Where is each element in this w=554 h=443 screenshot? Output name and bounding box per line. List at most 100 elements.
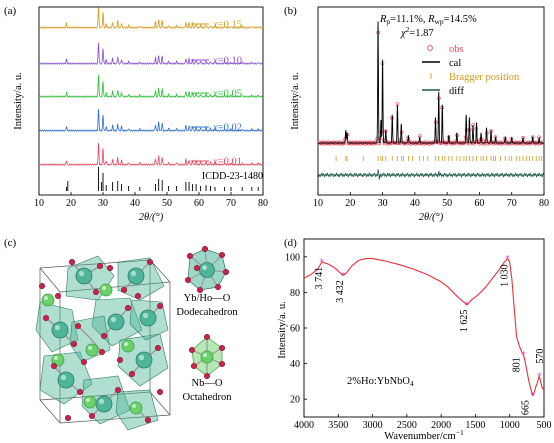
atom-highlight xyxy=(138,354,145,361)
oxygen-atom xyxy=(222,268,230,276)
oxygen-atom xyxy=(88,412,96,420)
diff-line xyxy=(317,169,545,180)
crystal-structure xyxy=(35,255,171,431)
atom-highlight xyxy=(142,312,149,319)
oxygen-atom xyxy=(156,302,164,310)
oxygen-atom xyxy=(188,346,196,354)
yb-ho-atom xyxy=(51,321,69,339)
panel-a: (a) 10 20 30 40 50 60 70 80 x=0.01 x=0.02 x=0.05 x=… xyxy=(4,5,268,223)
peak-label: 3 741 xyxy=(314,267,325,290)
unit-cell-edge xyxy=(39,267,61,293)
atom-highlight xyxy=(86,398,90,402)
series-legend-label: x=0.05 xyxy=(212,89,242,100)
legend-obs-marker xyxy=(427,45,433,51)
unit-cell-edge xyxy=(149,259,171,283)
dodecahedron-label-1: Yb/Ho—O xyxy=(184,293,231,304)
unit-cell-edge xyxy=(59,414,171,424)
nb-atom xyxy=(83,395,97,409)
oxygen-atom xyxy=(54,292,62,300)
atom-highlight xyxy=(203,353,207,357)
x-tick-label: 40 xyxy=(130,198,140,209)
oxygen-atom xyxy=(203,372,211,380)
atom-highlight xyxy=(60,374,67,381)
yb-ho-atom xyxy=(75,267,93,285)
oxygen-atom xyxy=(124,304,132,312)
panel-a-reference-label: ICDD-23-1480 xyxy=(202,171,263,182)
peak-label: 1 625 xyxy=(459,310,470,333)
peak-star-marker: * xyxy=(537,372,542,382)
unit-cell-edge xyxy=(149,391,171,416)
oxygen-atom xyxy=(203,333,211,341)
atom-highlight xyxy=(78,270,85,277)
oxygen-atom xyxy=(196,286,204,294)
oxygen-atom xyxy=(186,252,194,260)
oxygen-atom xyxy=(38,282,46,290)
legend-obs-label: obs xyxy=(449,44,464,55)
peak-label: 3 432 xyxy=(335,280,346,303)
oxygen-atom xyxy=(146,258,154,266)
peak-star-marker: * xyxy=(521,351,526,361)
x-tick-label: 3000 xyxy=(363,420,383,431)
xrd-series-line xyxy=(38,7,264,29)
oxygen-atom xyxy=(70,340,78,348)
peak-label: 665 xyxy=(521,400,532,415)
x-tick-label: 60 xyxy=(474,198,484,209)
atom-highlight xyxy=(132,404,136,408)
yb-ho-atom xyxy=(57,371,75,389)
panel-c-label: (c) xyxy=(4,237,17,249)
panel-d-xlabel: Wavenumber/cm−1 xyxy=(384,428,464,442)
panel-b-fit-stats: Rp=11.1%, Rwp=14.5% xyxy=(379,14,477,26)
unit-cell-edge xyxy=(39,259,151,269)
bond xyxy=(89,337,103,353)
x-tick-label: 30 xyxy=(378,198,388,209)
oxygen-atom xyxy=(76,388,84,396)
oxygen-atom xyxy=(218,344,226,352)
oxygen-atom xyxy=(218,251,226,259)
yb-ho-atom xyxy=(135,351,153,369)
series-legend-label: x=0.01 xyxy=(212,157,242,168)
atom-highlight xyxy=(202,265,208,270)
peak-star-marker: * xyxy=(341,271,346,281)
oxygen-atom xyxy=(92,288,100,296)
xrd-series-line xyxy=(38,108,264,132)
obs-point xyxy=(435,140,439,145)
oxygen-atom xyxy=(100,332,108,340)
y-tick-label: 80 xyxy=(290,288,300,299)
oxygen-atom xyxy=(144,416,152,424)
panel-d: (d) 4000 3500 3000 2500 2000 1500 1000 500 20 40 6… xyxy=(277,237,552,442)
x-tick-label: 30 xyxy=(98,198,108,209)
yb-ho-atom xyxy=(139,309,157,327)
y-tick-label: 40 xyxy=(290,359,300,370)
x-tick-label: 1000 xyxy=(500,420,520,431)
panel-b-label: (b) xyxy=(284,5,297,17)
oxygen-atom xyxy=(114,386,122,394)
x-tick-label: 20 xyxy=(345,198,355,209)
atom-highlight xyxy=(54,356,58,360)
oxygen-atom xyxy=(193,264,201,272)
octahedron-label-1: Nb—O xyxy=(192,378,223,389)
panel-a-frame xyxy=(38,6,264,196)
oxygen-atom xyxy=(120,286,128,294)
panel-b-xlabel: 2θ/(°) xyxy=(419,212,444,223)
panel-b-legend: obs cal Bragger position diff xyxy=(422,44,520,97)
panel-a-ylabel: Intensity/a. u. xyxy=(13,72,24,129)
oxygen-atom xyxy=(98,348,106,356)
oxygen-atom xyxy=(218,360,226,368)
cal-line xyxy=(318,21,544,144)
x-tick-label: 500 xyxy=(537,420,552,431)
legend-diff-label: diff xyxy=(449,86,464,97)
x-tick-label: 4000 xyxy=(294,420,314,431)
x-tick-label: 70 xyxy=(226,198,236,209)
panel-c: (c) Yb/Ho—O Dodecahedron Nb—O Octahedron xyxy=(4,237,238,431)
x-tick-label: 50 xyxy=(442,198,452,209)
oxygen-atom xyxy=(154,344,162,352)
atom-highlight xyxy=(44,296,48,300)
series-legend-label: x=0.02 xyxy=(212,123,242,134)
x-tick-label: 10 xyxy=(313,198,323,209)
nb-atom xyxy=(129,401,143,415)
atom-highlight xyxy=(110,316,117,323)
atom-highlight xyxy=(130,270,137,277)
obs-point xyxy=(540,140,545,145)
obs-point xyxy=(462,140,467,145)
